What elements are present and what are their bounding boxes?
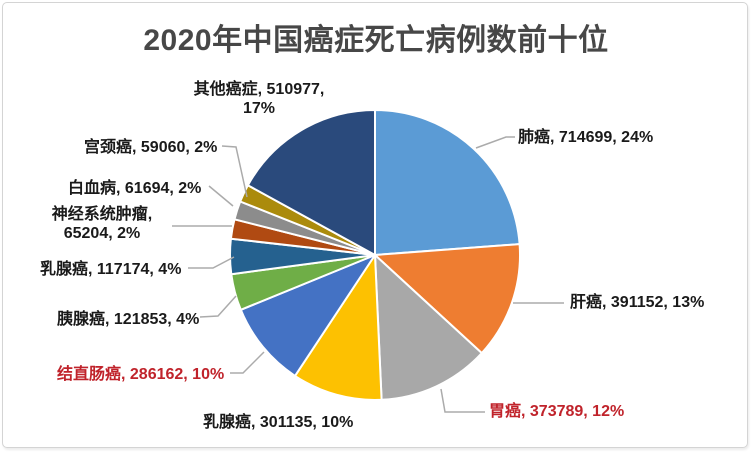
pie-label-2: 肝癌, 391152, 13% [570,294,705,311]
leader-line-7 [188,256,235,269]
leader-line-1 [475,136,515,149]
leader-line-10 [221,145,248,198]
pie-slice-11 [246,109,376,256]
pie-label-4: 乳腺癌, 301135, 10% [203,414,354,431]
pie-label-7: 乳腺癌, 117174, 4% [40,261,182,278]
pie-label-3: 胃癌, 373789, 12% [489,403,625,420]
leader-line-3 [440,388,485,413]
leader-line-9 [208,185,234,207]
leader-line-5 [230,351,265,374]
pie-slice-4 [294,254,383,401]
pie-label-8: 神经系统肿瘤, 65204, 2% [51,206,153,243]
leader-line-6 [199,295,237,318]
pie-slice-1 [374,109,521,256]
pie-label-5: 结直肠癌, 286162, 10% [57,366,225,383]
pie-label-11: 其他癌症, 510977, 17% [193,81,325,118]
pie-label-10: 宫颈癌, 59060, 2% [84,139,218,156]
chart-title: 2020年中国癌症死亡病例数前十位 [143,24,609,57]
pie-label-9: 白血病, 61694, 2% [68,180,202,197]
pie-label-1: 肺癌, 714699, 24% [518,129,654,146]
pie-slice-3 [374,254,483,401]
pie-slice-5 [239,254,376,377]
pie-label-6: 胰腺癌, 121853, 4% [57,311,200,328]
pie-slice-2 [374,243,522,355]
